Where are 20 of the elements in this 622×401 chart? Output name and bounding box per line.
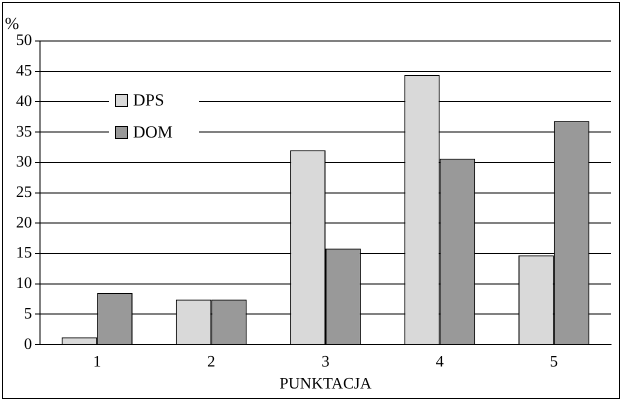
- x-tick-label: 1: [93, 353, 102, 370]
- y-tick-label: 25: [16, 184, 32, 202]
- legend-label: DOM: [133, 122, 173, 142]
- x-tick-label: 2: [207, 353, 216, 370]
- x-tick-label: 5: [550, 353, 558, 370]
- x-axis-title: PUNKTACJA: [279, 376, 372, 393]
- y-tick-label: 5: [24, 305, 32, 322]
- y-tick-label: 15: [16, 244, 32, 262]
- legend-label: DPS: [133, 90, 164, 110]
- y-tick-label: 0: [24, 336, 32, 353]
- y-tick-label: 10: [16, 275, 32, 292]
- x-tick-label: 3: [322, 353, 330, 370]
- y-tick-label: 45: [16, 62, 32, 80]
- y-tick-label: 20: [16, 214, 32, 232]
- y-tick-label: 50: [16, 32, 32, 50]
- x-tick-label: 4: [436, 353, 444, 370]
- y-tick-label: 35: [16, 123, 32, 140]
- y-tick-label: 30: [16, 154, 32, 171]
- y-axis-title: %: [4, 14, 20, 33]
- y-tick-label: 40: [16, 92, 32, 110]
